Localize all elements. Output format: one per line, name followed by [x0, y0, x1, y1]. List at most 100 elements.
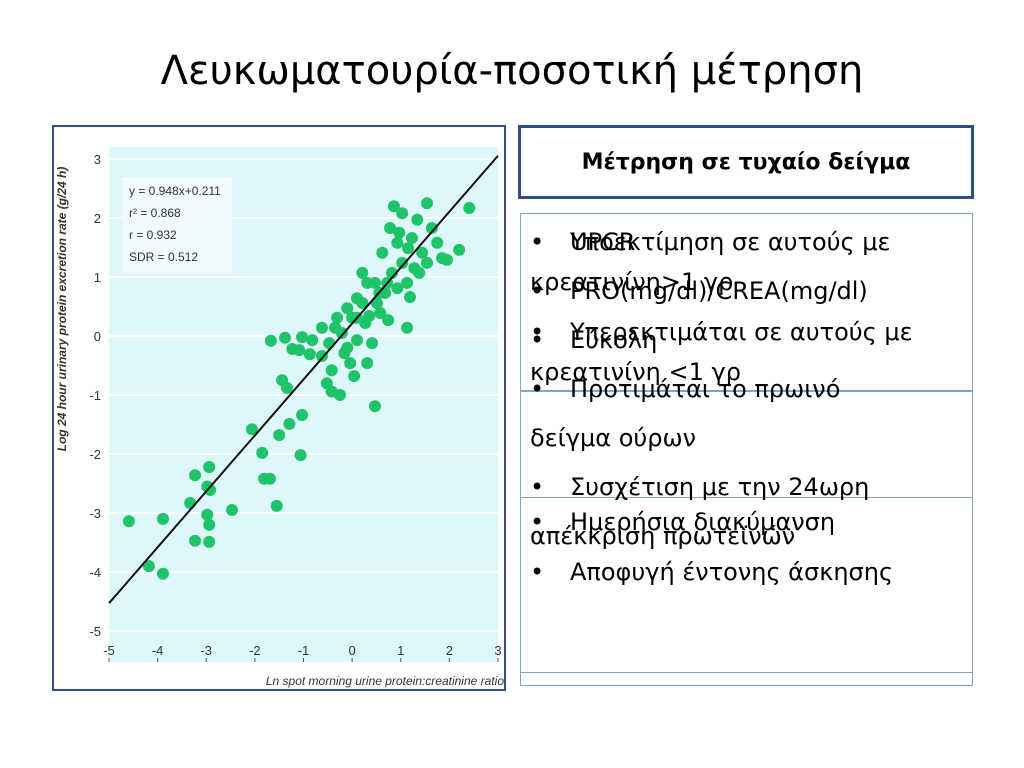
- x-tick-label: -2: [249, 643, 261, 658]
- y-tick-label: -3: [89, 506, 101, 521]
- x-tick-label: -1: [298, 643, 310, 658]
- point: [396, 256, 409, 269]
- annotation: y = 0.948x+0.211: [129, 184, 221, 198]
- point: [391, 236, 404, 249]
- y-tick-label: 1: [94, 270, 101, 285]
- bullet: •: [530, 228, 545, 256]
- point: [344, 357, 357, 370]
- point: [333, 389, 346, 401]
- bullet-list: • Υποεκτίμηση σε αυτούς με κρεατινίνη>1 γ…: [530, 222, 950, 402]
- point: [303, 348, 316, 361]
- chart-frame: -5 -4 -3 -2 -1 0 1 2 3 -5 -4 -3 -2 -1 0 1 2 3 Ln spot morn…: [52, 125, 506, 691]
- y-tick-label: 0: [94, 329, 101, 344]
- point: [335, 327, 348, 340]
- point: [401, 276, 414, 289]
- point: [401, 321, 414, 334]
- point: [393, 226, 406, 239]
- point: [350, 334, 363, 347]
- point: [425, 222, 438, 235]
- point: [204, 483, 217, 496]
- bullet-text: Υπερεκτιμάται σε αυτούς με κρεατινίνη <1…: [530, 318, 913, 386]
- point: [421, 197, 434, 210]
- y-tick-label: 2: [94, 211, 101, 226]
- point: [416, 246, 429, 259]
- point: [315, 350, 328, 363]
- bullet-item: • Υπερεκτιμάται σε αυτούς με κρεατινίνη <…: [530, 312, 930, 392]
- point: [341, 302, 354, 315]
- annotation-background: [122, 177, 232, 273]
- point: [276, 374, 289, 387]
- point: [348, 370, 361, 383]
- bullet-item: • Εύκολη: [530, 316, 920, 365]
- point: [350, 292, 363, 305]
- point: [286, 342, 299, 355]
- bullet-text: Αποφυγή έντονης άσκησης: [570, 558, 894, 586]
- bullet-item: • Ημερήσια διακύμανση: [530, 497, 950, 547]
- bullet-text: Ημερήσια διακύμανση: [570, 508, 836, 536]
- point: [374, 306, 387, 319]
- bullet-item: • Προτιμάται το πρωινό δείγμα ούρων: [530, 365, 920, 463]
- bullet-list: • Ημερήσια διακύμανση • Αποφυγή έντονης άσκ…: [530, 497, 950, 597]
- point: [368, 400, 381, 413]
- point: [263, 472, 276, 485]
- point: [203, 460, 216, 473]
- point: [376, 246, 389, 259]
- point: [203, 535, 216, 548]
- point: [453, 243, 466, 256]
- point: [296, 331, 309, 344]
- point: [366, 337, 379, 350]
- bullet: •: [530, 326, 545, 354]
- point: [184, 496, 197, 509]
- slide-title: Λευκωματουρία-ποσοτική μέτρηση: [160, 48, 864, 94]
- bullet-text: Εύκολη: [570, 326, 658, 354]
- point: [385, 266, 398, 279]
- y-tick-label: -5: [89, 624, 101, 639]
- point: [270, 499, 283, 512]
- point: [403, 291, 416, 304]
- annotation: r = 0.932: [129, 228, 177, 242]
- point: [142, 560, 155, 573]
- y-tick-label: -2: [89, 447, 101, 462]
- bullet: •: [530, 228, 545, 256]
- bullet: •: [530, 473, 545, 501]
- point: [411, 213, 424, 226]
- point: [245, 423, 258, 436]
- point: [387, 200, 400, 213]
- point: [421, 256, 434, 269]
- point: [189, 469, 202, 482]
- point: [156, 567, 169, 580]
- x-tick-label: -4: [152, 643, 164, 658]
- y-tick-label: -4: [89, 565, 101, 580]
- point: [306, 334, 319, 347]
- point: [331, 311, 344, 324]
- point: [156, 512, 169, 525]
- bullet-text: Προτιμάται το πρωινό δείγμα ούρων: [530, 375, 841, 452]
- text-box: [520, 213, 973, 391]
- point: [226, 504, 239, 517]
- point: [402, 242, 415, 255]
- trendline: [108, 155, 499, 604]
- x-axis-label: Ln spot morning urine protein:creatinine…: [266, 674, 504, 688]
- bullet: •: [530, 508, 545, 536]
- bullet: •: [530, 558, 545, 586]
- point: [283, 417, 296, 430]
- point: [391, 282, 404, 295]
- text-box: [520, 497, 973, 673]
- bullet-item: • UPCR: [530, 218, 920, 267]
- point: [431, 236, 444, 249]
- x-tick-label: 1: [397, 643, 404, 658]
- bullet-item: • Αποφυγή έντονης άσκησης: [530, 547, 950, 597]
- point: [256, 446, 269, 459]
- bullet-text: UPCR: [570, 228, 636, 256]
- point: [440, 253, 453, 266]
- point: [264, 334, 277, 347]
- point: [338, 347, 351, 360]
- point: [382, 314, 395, 327]
- bullet-text: PRO(mg/dl)/CREA(mg/dl): [570, 277, 868, 305]
- bullet-list: • UPCR • PRO(mg/dl)/CREA(mg/dl) • Εύκολη • Προτ…: [530, 218, 950, 561]
- point: [405, 232, 418, 245]
- y-tick-label: 3: [94, 152, 101, 167]
- bullet-text: Υποεκτίμηση σε αυτούς με κρεατινίνη>1 γρ: [530, 228, 891, 296]
- bullet: •: [530, 375, 545, 403]
- x-tick-label: -5: [103, 643, 115, 658]
